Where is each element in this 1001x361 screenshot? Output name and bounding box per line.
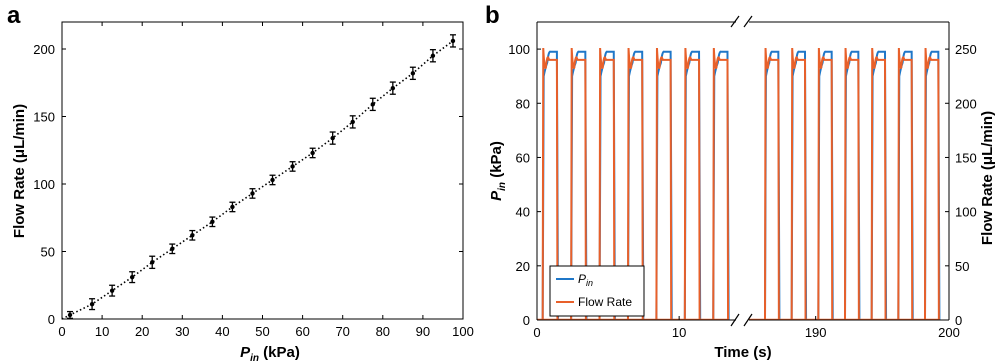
x-tick-label: 0 — [533, 325, 540, 340]
panel-a-plot-frame — [61, 21, 464, 320]
data-point — [390, 85, 396, 91]
panel-a: a 0 10 20 30 40 50 60 70 80 90 100 0 50 100 150 200 Flo… — [7, 2, 474, 361]
x-tick-label: 100 — [452, 324, 474, 339]
legend-label-flow: Flow Rate — [578, 295, 632, 309]
legend-pin-sub: in — [586, 278, 593, 288]
x-tick-label: 0 — [58, 324, 65, 339]
data-point — [67, 312, 73, 318]
legend-pin-main: P — [578, 272, 586, 286]
panel-b-ylabel-left-sub: in — [497, 182, 508, 191]
x-tick-label: 190 — [805, 325, 827, 340]
x-tick-label: 200 — [938, 325, 960, 340]
data-point — [250, 191, 255, 196]
x-tick-label: 80 — [376, 324, 390, 339]
panel-a-xlabel-unit: (kPa) — [259, 344, 300, 361]
panel-a-xlabel-sub: in — [250, 353, 259, 361]
panel-a-points — [67, 34, 456, 319]
panel-a-ylabel: Flow Rate (μL/min) — [11, 104, 28, 238]
y-left-tick-label: 20 — [516, 259, 530, 274]
y-tick-label: 150 — [33, 110, 55, 125]
data-point — [210, 219, 215, 224]
panel-a-xlabel: Pin (kPa) — [240, 344, 300, 361]
x-tick-label: 10 — [95, 324, 109, 339]
y-left-tick-label: 80 — [516, 96, 530, 111]
x-tick-label: 30 — [175, 324, 189, 339]
data-point — [410, 71, 416, 76]
x-tick-label: 50 — [255, 324, 269, 339]
panel-a-xlabel-main: P — [240, 344, 251, 361]
y-left-tick-label: 40 — [516, 205, 530, 220]
data-point — [129, 274, 135, 280]
panel-a-ticks: 0 10 20 30 40 50 60 70 80 90 100 0 50 100 150 200 — [33, 22, 474, 339]
y-left-tick-label: 100 — [508, 42, 530, 57]
y-tick-label: 0 — [48, 312, 55, 327]
data-point — [89, 301, 95, 307]
y-left-tick-label: 0 — [523, 313, 530, 328]
y-right-tick-label: 250 — [955, 42, 977, 57]
x-tick-label: 20 — [135, 324, 149, 339]
data-point — [330, 135, 335, 141]
series-flow-rate-line — [764, 47, 940, 321]
data-point — [350, 119, 355, 125]
legend-label-pin: Pin — [578, 272, 593, 288]
data-point — [370, 102, 375, 107]
panel-b-ylabel-left-main: P — [488, 190, 505, 201]
x-tick-label: 60 — [295, 324, 309, 339]
y-right-tick-label: 0 — [955, 313, 962, 328]
y-right-tick-label: 200 — [955, 96, 977, 111]
panel-b-label: b — [485, 2, 500, 29]
panel-b-ylabel-right: Flow Rate (μL/min) — [979, 111, 996, 245]
panel-b-ylabel-left: Pin (kPa) — [488, 141, 508, 201]
axis-break-marks — [730, 15, 753, 327]
panel-b-plot-frame — [536, 21, 950, 321]
panel-b-ylabel-left-unit: (kPa) — [488, 141, 505, 182]
x-tick-label: 10 — [672, 325, 686, 340]
data-point — [150, 260, 155, 265]
panel-b-legend: Pin Flow Rate — [549, 265, 645, 317]
data-point — [430, 53, 436, 58]
y-right-tick-label: 50 — [955, 259, 969, 274]
data-point — [190, 233, 195, 238]
data-point — [270, 177, 275, 183]
data-point — [450, 38, 456, 44]
y-left-tick-label: 60 — [516, 150, 530, 165]
panel-b-xlabel: Time (s) — [714, 344, 771, 361]
panel-a-label: a — [7, 2, 21, 29]
data-point — [109, 288, 115, 293]
x-tick-label: 70 — [335, 324, 349, 339]
series-flow-rate-line — [541, 47, 730, 321]
x-tick-label: 90 — [416, 324, 430, 339]
data-point — [310, 150, 315, 156]
y-right-tick-label: 100 — [955, 205, 977, 220]
legend-box — [549, 265, 645, 317]
y-tick-label: 50 — [41, 245, 55, 260]
y-tick-label: 200 — [33, 42, 55, 57]
data-point — [170, 246, 175, 251]
x-tick-label: 40 — [215, 324, 229, 339]
data-point — [290, 164, 295, 169]
y-right-tick-label: 150 — [955, 150, 977, 165]
y-tick-label: 100 — [33, 177, 55, 192]
data-point — [230, 204, 235, 210]
